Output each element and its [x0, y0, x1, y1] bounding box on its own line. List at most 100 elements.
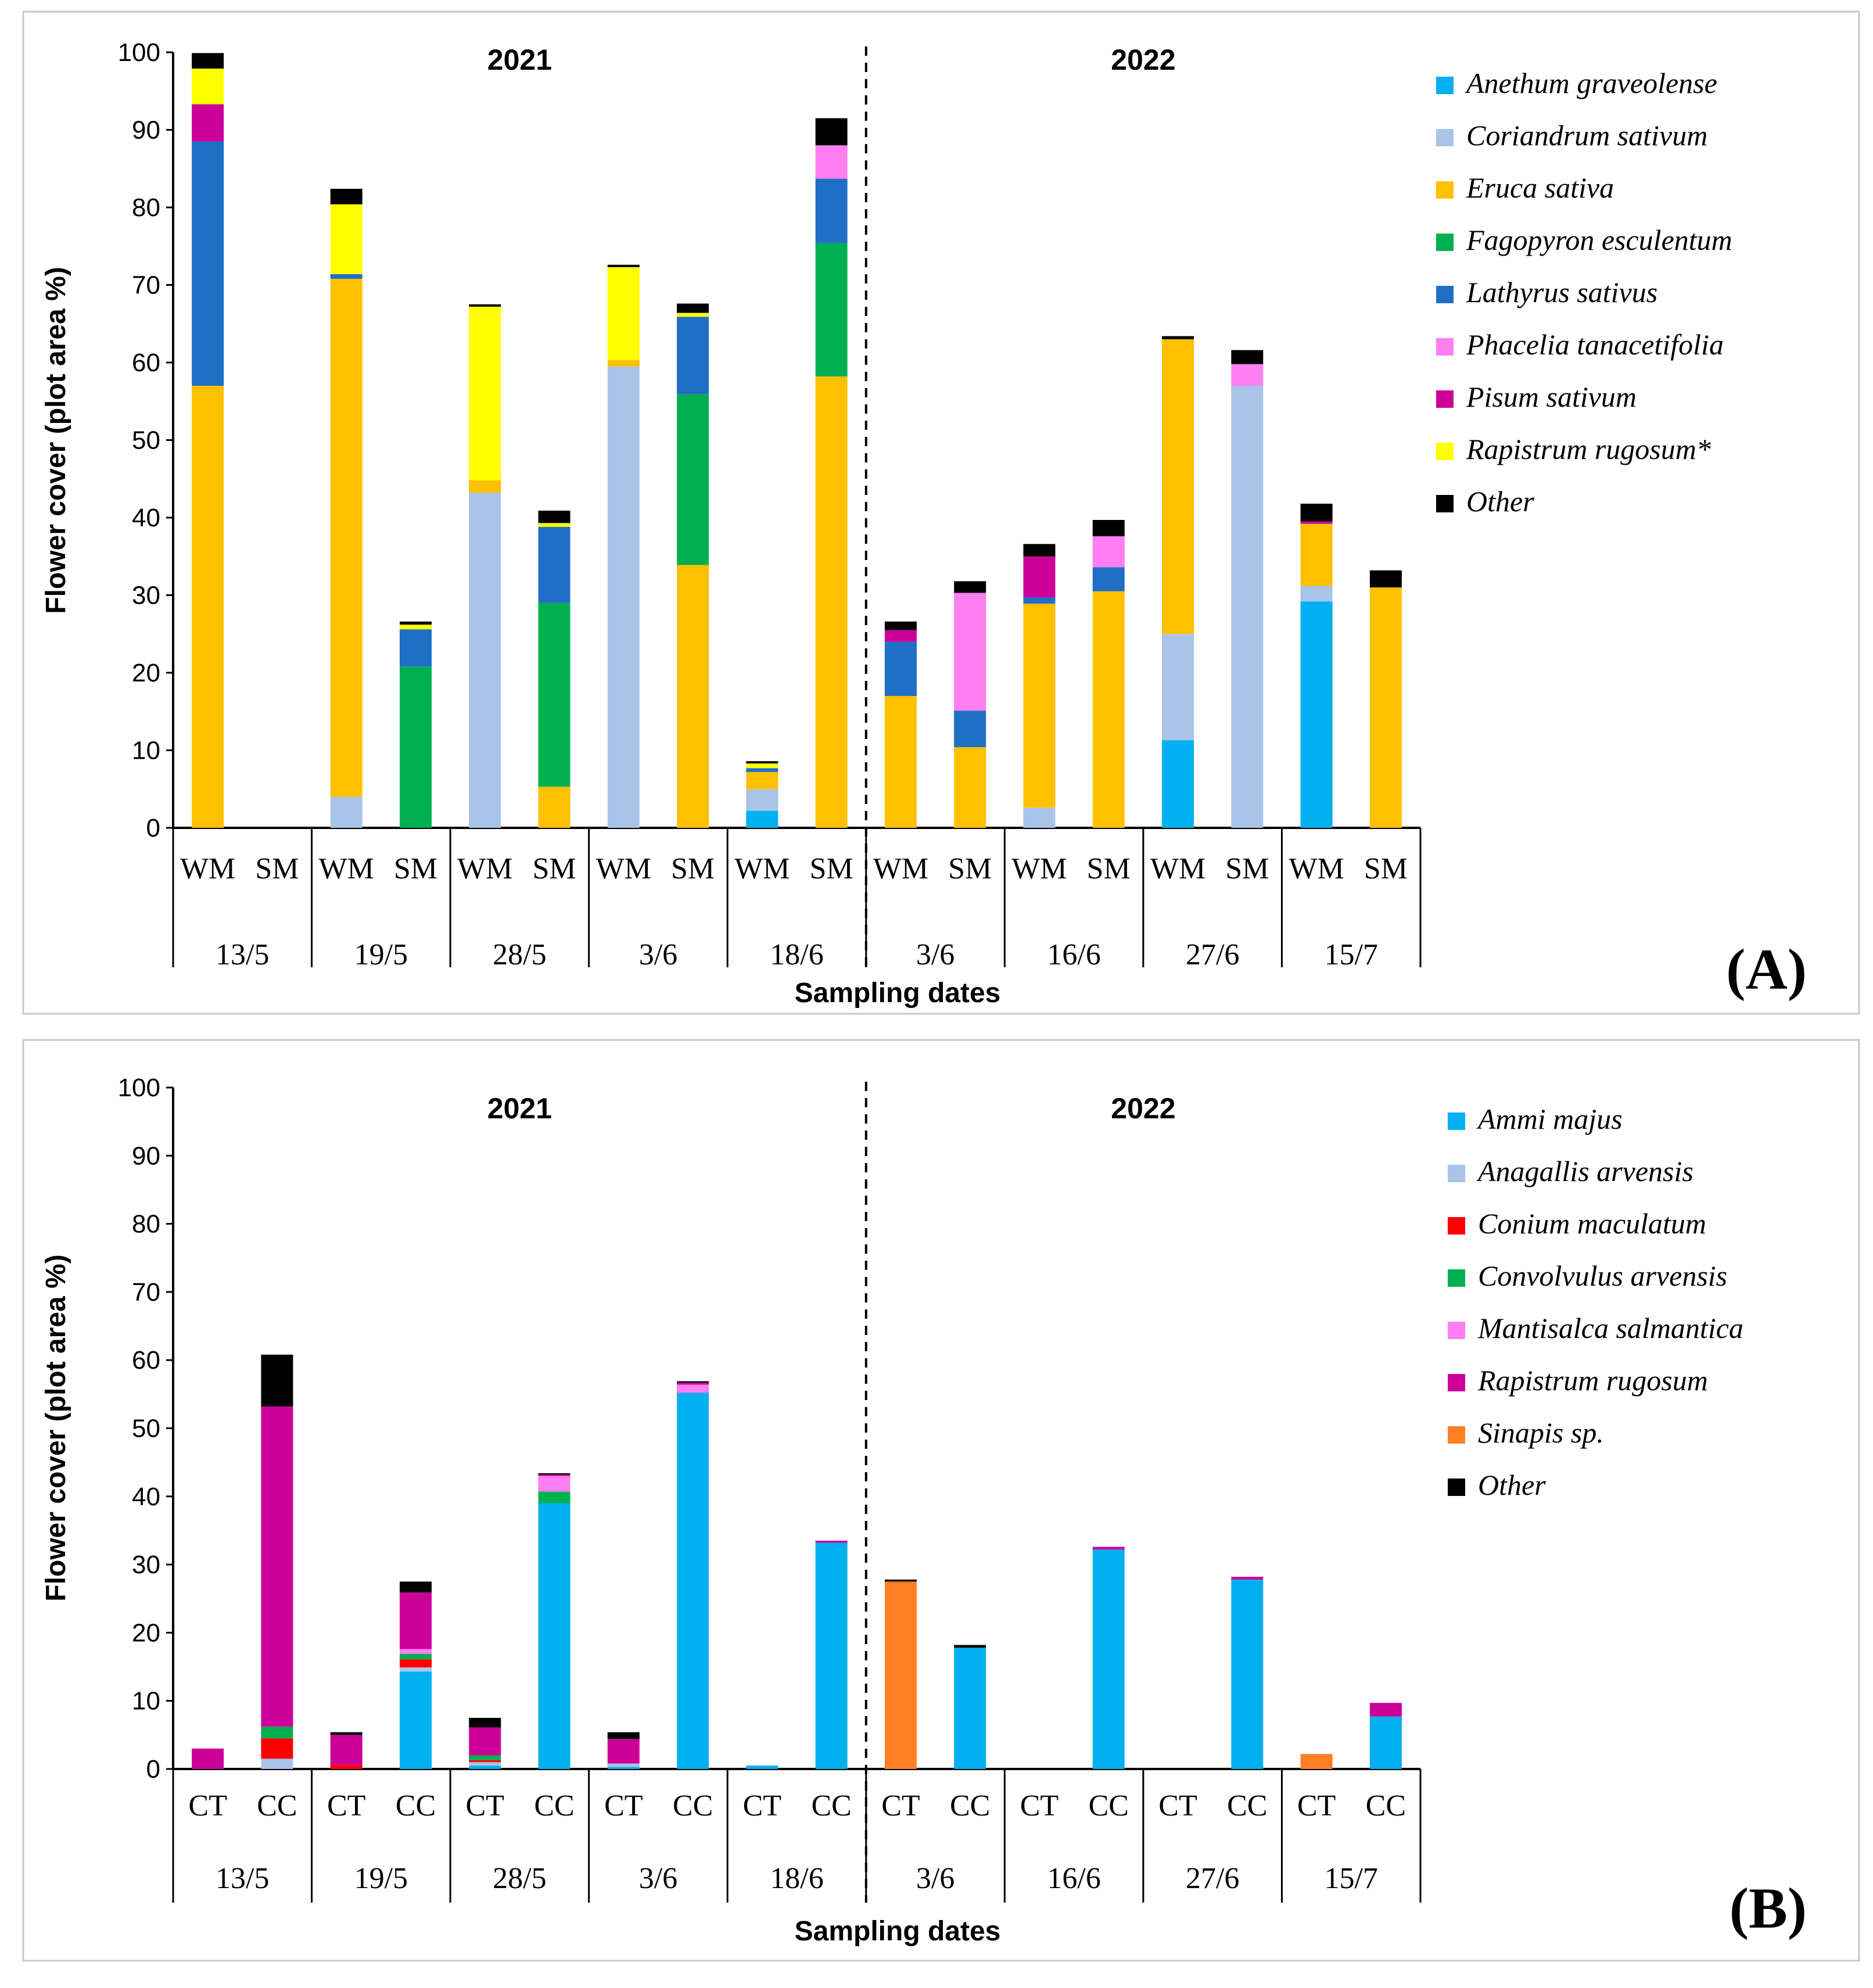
legend-entry: Lathyrus sativus [1466, 276, 1657, 308]
bar-segment [1023, 808, 1056, 828]
bar-segment [469, 1727, 501, 1756]
panel-frame [22, 10, 1860, 1015]
bar-segment [815, 243, 848, 377]
bar-segment [399, 621, 432, 625]
x-date-label: 13/5 [216, 938, 269, 971]
y-tick-label: 90 [132, 1142, 160, 1170]
x-category-label: CT [466, 1789, 504, 1822]
bar-segment [1300, 523, 1333, 586]
x-date-label: 27/6 [1186, 938, 1239, 971]
bar-segment [1231, 364, 1264, 386]
bar-segment [1162, 740, 1194, 828]
x-category-label: WM [1150, 852, 1205, 885]
year-label: 2021 [487, 44, 552, 76]
bar-segment [607, 1739, 640, 1764]
bar-segment [330, 1735, 363, 1765]
legend-swatch [1448, 1217, 1465, 1235]
bar-segment [815, 178, 848, 243]
bar-segment [469, 1755, 501, 1760]
legend-entry: Anagallis arvensis [1476, 1155, 1693, 1187]
bar-segment [261, 1406, 293, 1727]
bar-segment [607, 267, 640, 360]
bar-segment [1162, 339, 1194, 634]
bar-segment [538, 1491, 570, 1503]
legend-swatch [1436, 77, 1454, 94]
bar-segment [1231, 386, 1264, 828]
y-tick-label: 0 [146, 814, 160, 842]
bar-segment [399, 1653, 432, 1660]
bar-segment [746, 810, 778, 828]
x-date-label: 19/5 [354, 1862, 408, 1895]
year-label: 2022 [1111, 44, 1175, 76]
bar-segment [330, 796, 363, 828]
bar-segment [954, 593, 986, 711]
bar-segment [607, 1763, 640, 1767]
bar-segment [954, 581, 986, 593]
legend-entry: Convolvulus arvensis [1478, 1259, 1727, 1292]
x-category-label: CT [1297, 1789, 1336, 1822]
bar-segment [884, 621, 917, 630]
bar-segment [192, 1748, 224, 1769]
bar-segment [330, 1764, 363, 1769]
y-tick-label: 60 [132, 1346, 160, 1375]
bar-segment [1231, 1577, 1264, 1580]
bar-segment [1162, 336, 1194, 339]
bar-segment [330, 1732, 363, 1735]
bar-segment [261, 1354, 293, 1406]
x-date-label: 16/6 [1047, 1862, 1100, 1895]
bar-segment [469, 1718, 501, 1728]
bar-segment [954, 1648, 986, 1769]
y-tick-label: 50 [132, 1415, 160, 1443]
x-category-label: CC [811, 1789, 851, 1822]
bar-segment [399, 1671, 432, 1769]
bar-segment [1023, 556, 1056, 598]
x-date-label: 27/6 [1186, 1862, 1239, 1895]
legend-swatch [1436, 338, 1454, 356]
legend-swatch [1448, 1479, 1465, 1496]
bar-segment [399, 1649, 432, 1654]
x-date-label: 18/6 [770, 1862, 823, 1895]
bar-segment [469, 304, 501, 307]
bar-segment [815, 145, 848, 179]
bar-segment [607, 366, 640, 828]
bar-segment [330, 274, 363, 279]
bar-segment [261, 1727, 293, 1739]
bar-segment [330, 278, 363, 797]
x-category-label: CC [950, 1789, 990, 1822]
x-category-label: CT [881, 1789, 920, 1822]
bar-segment [1092, 591, 1125, 828]
bar-segment [538, 1473, 570, 1475]
bar-segment [815, 1541, 848, 1543]
bar-segment [399, 1581, 432, 1593]
bar-segment [192, 141, 224, 386]
legend-entry: Conium maculatum [1478, 1207, 1706, 1240]
legend-swatch [1436, 495, 1454, 512]
legend-entry: Rapistrum rugosum* [1466, 433, 1711, 465]
legend-entry: Rapistrum rugosum [1477, 1364, 1708, 1397]
legend-swatch [1436, 234, 1454, 251]
legend-swatch [1436, 129, 1454, 146]
bar-segment [192, 53, 224, 69]
bar-segment [1231, 350, 1264, 364]
bar-segment [815, 376, 848, 828]
legend-swatch [1436, 390, 1454, 408]
x-category-label: WM [180, 852, 235, 885]
x-date-label: 18/6 [770, 938, 823, 971]
y-tick-label: 90 [132, 116, 160, 145]
year-label: 2022 [1111, 1092, 1175, 1125]
bar-segment [538, 1474, 570, 1476]
bar-segment [1369, 570, 1402, 588]
bar-segment [677, 1382, 709, 1385]
bar-segment [261, 1738, 293, 1759]
bar-segment [607, 264, 640, 267]
x-date-label: 13/5 [216, 1862, 269, 1895]
bar-segment [1300, 503, 1333, 522]
panel-label: (A) [1726, 937, 1807, 1002]
bar-segment [746, 763, 778, 769]
legend-swatch [1436, 181, 1454, 199]
bar-segment [1092, 536, 1125, 568]
bar-segment [884, 1579, 917, 1582]
bar-segment [607, 1732, 640, 1739]
y-axis-title: Flower cover (plot area %) [41, 1254, 71, 1602]
